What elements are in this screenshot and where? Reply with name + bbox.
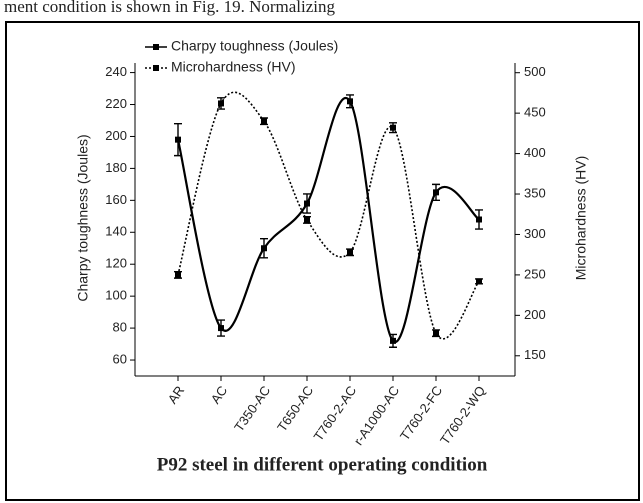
marker bbox=[304, 200, 310, 207]
marker bbox=[390, 124, 396, 131]
marker bbox=[304, 216, 310, 223]
x-tick-label: T760-2-WQ bbox=[437, 383, 488, 447]
series-line bbox=[176, 97, 480, 343]
marker bbox=[347, 98, 353, 105]
legend-label: Microhardness (HV) bbox=[171, 59, 295, 75]
marker bbox=[476, 278, 482, 285]
marker bbox=[433, 189, 439, 196]
legend-marker bbox=[153, 44, 159, 50]
marker bbox=[218, 100, 224, 107]
y-tick-label: 220 bbox=[105, 96, 127, 111]
y2-tick-label: 300 bbox=[524, 226, 546, 241]
y-axis-title: Charpy toughness (Joules) bbox=[75, 134, 91, 301]
y-tick-label: 180 bbox=[105, 160, 127, 175]
x-tick-label: AC bbox=[208, 383, 231, 406]
y-tick-label: 240 bbox=[105, 64, 127, 79]
marker bbox=[218, 325, 224, 332]
legend-label: Charpy toughness (Joules) bbox=[171, 38, 338, 54]
y-tick-label: 120 bbox=[105, 256, 127, 271]
marker bbox=[261, 118, 267, 125]
caption: P92 steel in different operating conditi… bbox=[157, 454, 488, 475]
y2-tick-label: 200 bbox=[524, 307, 546, 322]
x-tick-label: T650-AC bbox=[274, 383, 316, 434]
marker bbox=[175, 136, 181, 143]
marker bbox=[476, 216, 482, 223]
y-tick-label: 100 bbox=[105, 288, 127, 303]
y2-tick-label: 450 bbox=[524, 105, 546, 120]
y2-tick-label: 500 bbox=[524, 64, 546, 79]
y2-axis-title: Microhardness (HV) bbox=[573, 156, 589, 280]
y-tick-label: 80 bbox=[113, 320, 127, 335]
legend-marker bbox=[153, 65, 159, 71]
series-line bbox=[177, 91, 480, 340]
y-tick-label: 160 bbox=[105, 192, 127, 207]
marker bbox=[261, 245, 267, 252]
y2-tick-label: 400 bbox=[524, 145, 546, 160]
x-tick-label: AR bbox=[165, 383, 188, 406]
figure-frame bbox=[5, 21, 640, 501]
marker bbox=[347, 249, 353, 256]
marker bbox=[175, 271, 181, 278]
x-tick-label: T350-AC bbox=[231, 383, 273, 434]
y2-tick-label: 150 bbox=[524, 347, 546, 362]
marker bbox=[433, 330, 439, 337]
marker bbox=[390, 337, 396, 344]
y2-tick-label: 250 bbox=[524, 266, 546, 281]
x-tick-label: T760-2-FC bbox=[397, 383, 445, 443]
page-text: ment condition is shown in Fig. 19. Norm… bbox=[4, 0, 336, 16]
x-tick-label: T760-2-AC bbox=[311, 383, 360, 444]
y2-tick-label: 350 bbox=[524, 185, 546, 200]
y-tick-label: 140 bbox=[105, 224, 127, 239]
y-tick-label: 200 bbox=[105, 128, 127, 143]
y-tick-label: 60 bbox=[113, 351, 127, 366]
